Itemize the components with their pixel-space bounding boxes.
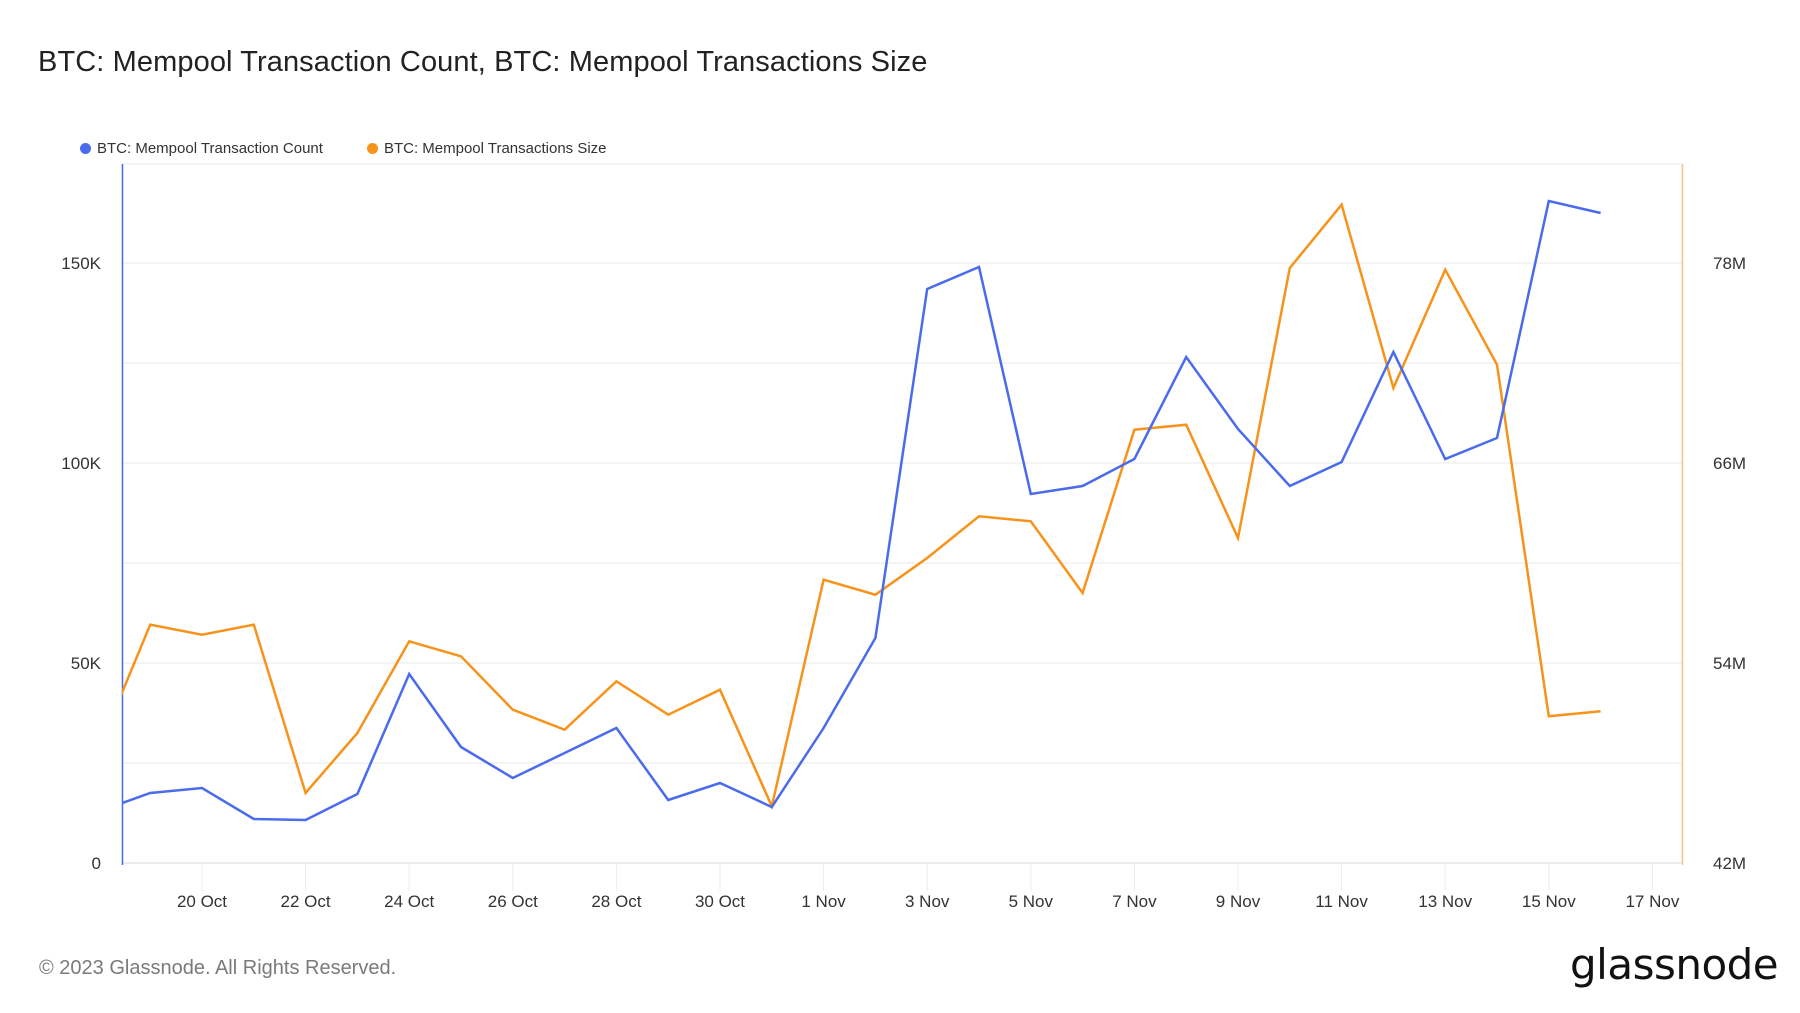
legend-item-transaction-count[interactable]: BTC: Mempool Transaction Count	[80, 140, 323, 157]
chart-plot: 20 Oct 22 Oct 24 Oct 26 Oct 28 Oct 30 Oct 1 No…	[61, 163, 1746, 911]
series-line-transactions-size[interactable]	[98, 202, 1601, 811]
x-tick-label: 7 Nov	[1112, 892, 1157, 911]
x-tick-label: 30 Oct	[695, 892, 745, 911]
y-left-tick-label: 100K	[61, 454, 101, 473]
legend-label: BTC: Mempool Transactions Size	[383, 140, 607, 157]
y-axis-right: 42M 54M 66M 78M	[1713, 254, 1746, 873]
x-tick-label: 5 Nov	[1009, 892, 1054, 911]
x-tick-label: 24 Oct	[384, 892, 434, 911]
copyright-text: © 2023 Glassnode. All Rights Reserved.	[39, 957, 397, 979]
legend-label: BTC: Mempool Transaction Count	[97, 140, 323, 157]
x-tick-label: 20 Oct	[177, 892, 227, 911]
plot-border	[121, 163, 1683, 864]
x-tick-label: 15 Nov	[1522, 892, 1576, 911]
x-tick-label: 3 Nov	[905, 892, 950, 911]
y-right-tick-label: 78M	[1713, 254, 1746, 273]
y-left-tick-label: 0	[92, 854, 101, 873]
gridlines	[122, 262, 1682, 864]
series-line-transaction-count[interactable]	[98, 199, 1601, 822]
glassnode-logo: glassnode	[1570, 940, 1779, 989]
x-tick-label: 26 Oct	[488, 892, 538, 911]
y-left-tick-label: 150K	[61, 254, 101, 273]
x-tick-label: 13 Nov	[1418, 892, 1472, 911]
x-tick-label: 1 Nov	[801, 892, 846, 911]
x-tick-label: 22 Oct	[281, 892, 331, 911]
legend-dot-icon	[80, 143, 91, 154]
x-tick-label: 28 Oct	[591, 892, 641, 911]
chart-legend: BTC: Mempool Transaction Count BTC: Memp…	[80, 140, 607, 157]
y-right-tick-label: 42M	[1713, 854, 1746, 873]
x-axis: 20 Oct 22 Oct 24 Oct 26 Oct 28 Oct 30 Oct 1 No…	[177, 863, 1680, 911]
y-left-tick-label: 50K	[71, 654, 102, 673]
legend-item-transactions-size[interactable]: BTC: Mempool Transactions Size	[366, 140, 607, 157]
y-right-tick-label: 54M	[1713, 654, 1746, 673]
y-axis-left: 0 50K 100K 150K	[61, 254, 101, 873]
legend-dot-icon	[366, 143, 378, 154]
x-tick-label: 17 Nov	[1625, 892, 1679, 911]
y-right-tick-label: 66M	[1713, 454, 1746, 473]
x-tick-label: 9 Nov	[1216, 892, 1261, 911]
chart-title: BTC: Mempool Transaction Count, BTC: Mem…	[38, 46, 928, 78]
x-tick-label: 11 Nov	[1315, 892, 1368, 911]
